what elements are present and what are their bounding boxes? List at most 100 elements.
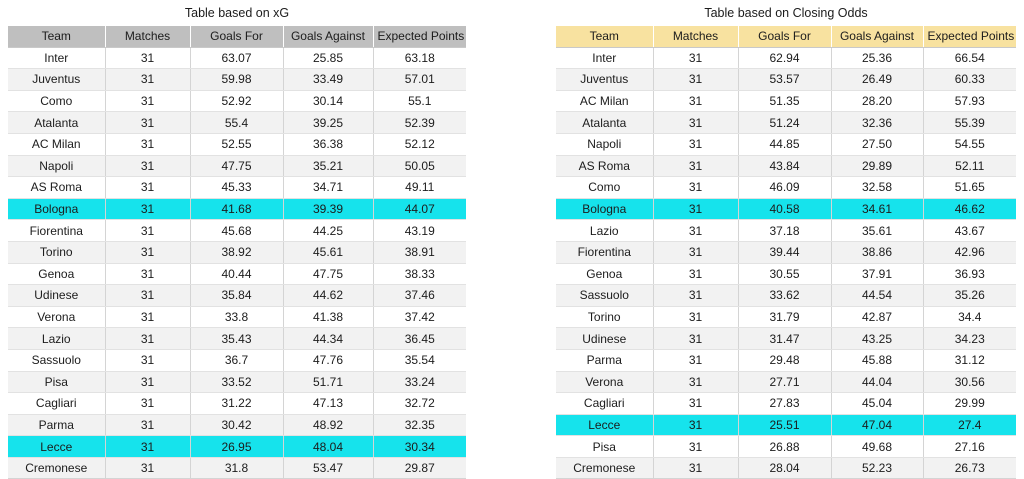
table-row[interactable]: Cremonese 31 31.8 53.47 29.87 — [8, 457, 466, 479]
table-row[interactable]: Genoa 31 30.55 37.91 36.93 — [556, 263, 1016, 286]
cell-matches: 31 — [105, 68, 191, 91]
cell-goals-for: 36.7 — [190, 349, 284, 372]
table-row[interactable]: Verona 31 33.8 41.38 37.42 — [8, 306, 466, 329]
column-header-team[interactable]: Team — [556, 26, 654, 48]
table-row[interactable]: Lecce 31 26.95 48.04 30.34 — [8, 435, 466, 458]
cell-goals-for: 55.4 — [190, 111, 284, 134]
cell-goals-for: 26.95 — [190, 435, 284, 458]
column-header-goals-for[interactable]: Goals For — [190, 26, 284, 48]
table-row[interactable]: Udinese 31 31.47 43.25 34.23 — [556, 327, 1016, 350]
cell-matches: 31 — [105, 392, 191, 415]
table-row[interactable]: Genoa 31 40.44 47.75 38.33 — [8, 263, 466, 286]
column-header-expected-points[interactable]: Expected Points — [373, 26, 466, 48]
cell-expected-points: 34.23 — [923, 327, 1016, 350]
table-row[interactable]: Juventus 31 59.98 33.49 57.01 — [8, 68, 466, 91]
table-row[interactable]: Torino 31 38.92 45.61 38.91 — [8, 241, 466, 264]
cell-expected-points: 29.99 — [923, 392, 1016, 415]
table-row[interactable]: Verona 31 27.71 44.04 30.56 — [556, 371, 1016, 394]
xg-table-panel: Table based on xG Team Matches Goals For… — [8, 0, 466, 479]
table-row[interactable]: Sassuolo 31 36.7 47.76 35.54 — [8, 349, 466, 372]
column-header-matches[interactable]: Matches — [653, 26, 739, 48]
cell-goals-for: 31.47 — [738, 327, 832, 350]
table-row[interactable]: Lazio 31 37.18 35.61 43.67 — [556, 219, 1016, 242]
cell-goals-against: 44.62 — [283, 284, 374, 307]
cell-goals-for: 46.09 — [738, 176, 832, 199]
cell-team: Verona — [556, 371, 654, 394]
table-row[interactable]: AS Roma 31 45.33 34.71 49.11 — [8, 176, 466, 199]
cell-matches: 31 — [653, 284, 739, 307]
cell-goals-against: 26.49 — [831, 68, 924, 91]
cell-expected-points: 36.45 — [373, 327, 466, 350]
cell-matches: 31 — [105, 284, 191, 307]
cell-team: Juventus — [8, 68, 106, 91]
closing-odds-table-head: Team Matches Goals For Goals Against Exp… — [556, 26, 1016, 48]
table-row[interactable]: Sassuolo 31 33.62 44.54 35.26 — [556, 284, 1016, 307]
cell-goals-for: 59.98 — [190, 68, 284, 91]
table-row[interactable]: Bologna 31 40.58 34.61 46.62 — [556, 198, 1016, 221]
table-row[interactable]: Como 31 52.92 30.14 55.1 — [8, 90, 466, 113]
column-header-matches[interactable]: Matches — [105, 26, 191, 48]
cell-team: Fiorentina — [556, 241, 654, 264]
table-row[interactable]: Como 31 46.09 32.58 51.65 — [556, 176, 1016, 199]
table-row[interactable]: Inter 31 63.07 25.85 63.18 — [8, 47, 466, 70]
table-row[interactable]: AS Roma 31 43.84 29.89 52.11 — [556, 155, 1016, 178]
cell-goals-against: 33.49 — [283, 68, 374, 91]
cell-goals-against: 28.20 — [831, 90, 924, 113]
table-row[interactable]: Napoli 31 44.85 27.50 54.55 — [556, 133, 1016, 156]
table-row[interactable]: Lecce 31 25.51 47.04 27.4 — [556, 414, 1016, 437]
cell-expected-points: 29.87 — [373, 457, 466, 479]
closing-odds-table-body: Inter 31 62.94 25.36 66.54 Juventus 31 53.57 26.… — [556, 47, 1016, 479]
table-row[interactable]: Cagliari 31 27.83 45.04 29.99 — [556, 392, 1016, 415]
table-row[interactable]: Cagliari 31 31.22 47.13 32.72 — [8, 392, 466, 415]
column-header-expected-points[interactable]: Expected Points — [923, 26, 1016, 48]
cell-goals-against: 25.85 — [283, 47, 374, 70]
cell-matches: 31 — [653, 457, 739, 479]
cell-goals-against: 48.92 — [283, 414, 374, 437]
cell-expected-points: 66.54 — [923, 47, 1016, 70]
table-row[interactable]: Parma 31 29.48 45.88 31.12 — [556, 349, 1016, 372]
cell-goals-for: 25.51 — [738, 414, 832, 437]
table-row[interactable]: Atalanta 31 51.24 32.36 55.39 — [556, 111, 1016, 134]
table-row[interactable]: Lazio 31 35.43 44.34 36.45 — [8, 327, 466, 350]
table-row[interactable]: AC Milan 31 52.55 36.38 52.12 — [8, 133, 466, 156]
column-header-goals-against[interactable]: Goals Against — [831, 26, 924, 48]
table-row[interactable]: Atalanta 31 55.4 39.25 52.39 — [8, 111, 466, 134]
table-row[interactable]: Juventus 31 53.57 26.49 60.33 — [556, 68, 1016, 91]
cell-goals-for: 62.94 — [738, 47, 832, 70]
table-row[interactable]: Fiorentina 31 39.44 38.86 42.96 — [556, 241, 1016, 264]
cell-goals-for: 30.55 — [738, 263, 832, 286]
table-row[interactable]: Bologna 31 41.68 39.39 44.07 — [8, 198, 466, 221]
cell-expected-points: 30.34 — [373, 435, 466, 458]
cell-matches: 31 — [653, 68, 739, 91]
cell-team: Udinese — [556, 327, 654, 350]
cell-team: Como — [556, 176, 654, 199]
column-header-team[interactable]: Team — [8, 26, 106, 48]
cell-expected-points: 44.07 — [373, 198, 466, 221]
table-row[interactable]: Cremonese 31 28.04 52.23 26.73 — [556, 457, 1016, 479]
cell-team: Cagliari — [8, 392, 106, 415]
cell-expected-points: 50.05 — [373, 155, 466, 178]
cell-matches: 31 — [105, 349, 191, 372]
cell-matches: 31 — [653, 198, 739, 221]
cell-matches: 31 — [653, 263, 739, 286]
cell-team: Torino — [8, 241, 106, 264]
closing-odds-table-panel: Table based on Closing Odds Team Matches… — [556, 0, 1016, 479]
table-row[interactable]: Pisa 31 33.52 51.71 33.24 — [8, 371, 466, 394]
table-row[interactable]: Pisa 31 26.88 49.68 27.16 — [556, 435, 1016, 458]
cell-team: Cremonese — [8, 457, 106, 479]
table-row[interactable]: AC Milan 31 51.35 28.20 57.93 — [556, 90, 1016, 113]
column-header-goals-against[interactable]: Goals Against — [283, 26, 374, 48]
table-row[interactable]: Inter 31 62.94 25.36 66.54 — [556, 47, 1016, 70]
cell-team: Atalanta — [556, 111, 654, 134]
cell-matches: 31 — [653, 111, 739, 134]
table-row[interactable]: Parma 31 30.42 48.92 32.35 — [8, 414, 466, 437]
table-header-row: Team Matches Goals For Goals Against Exp… — [8, 26, 466, 48]
cell-expected-points: 37.46 — [373, 284, 466, 307]
table-row[interactable]: Torino 31 31.79 42.87 34.4 — [556, 306, 1016, 329]
cell-expected-points: 55.39 — [923, 111, 1016, 134]
table-row[interactable]: Fiorentina 31 45.68 44.25 43.19 — [8, 219, 466, 242]
cell-goals-against: 35.21 — [283, 155, 374, 178]
column-header-goals-for[interactable]: Goals For — [738, 26, 832, 48]
table-row[interactable]: Napoli 31 47.75 35.21 50.05 — [8, 155, 466, 178]
table-row[interactable]: Udinese 31 35.84 44.62 37.46 — [8, 284, 466, 307]
